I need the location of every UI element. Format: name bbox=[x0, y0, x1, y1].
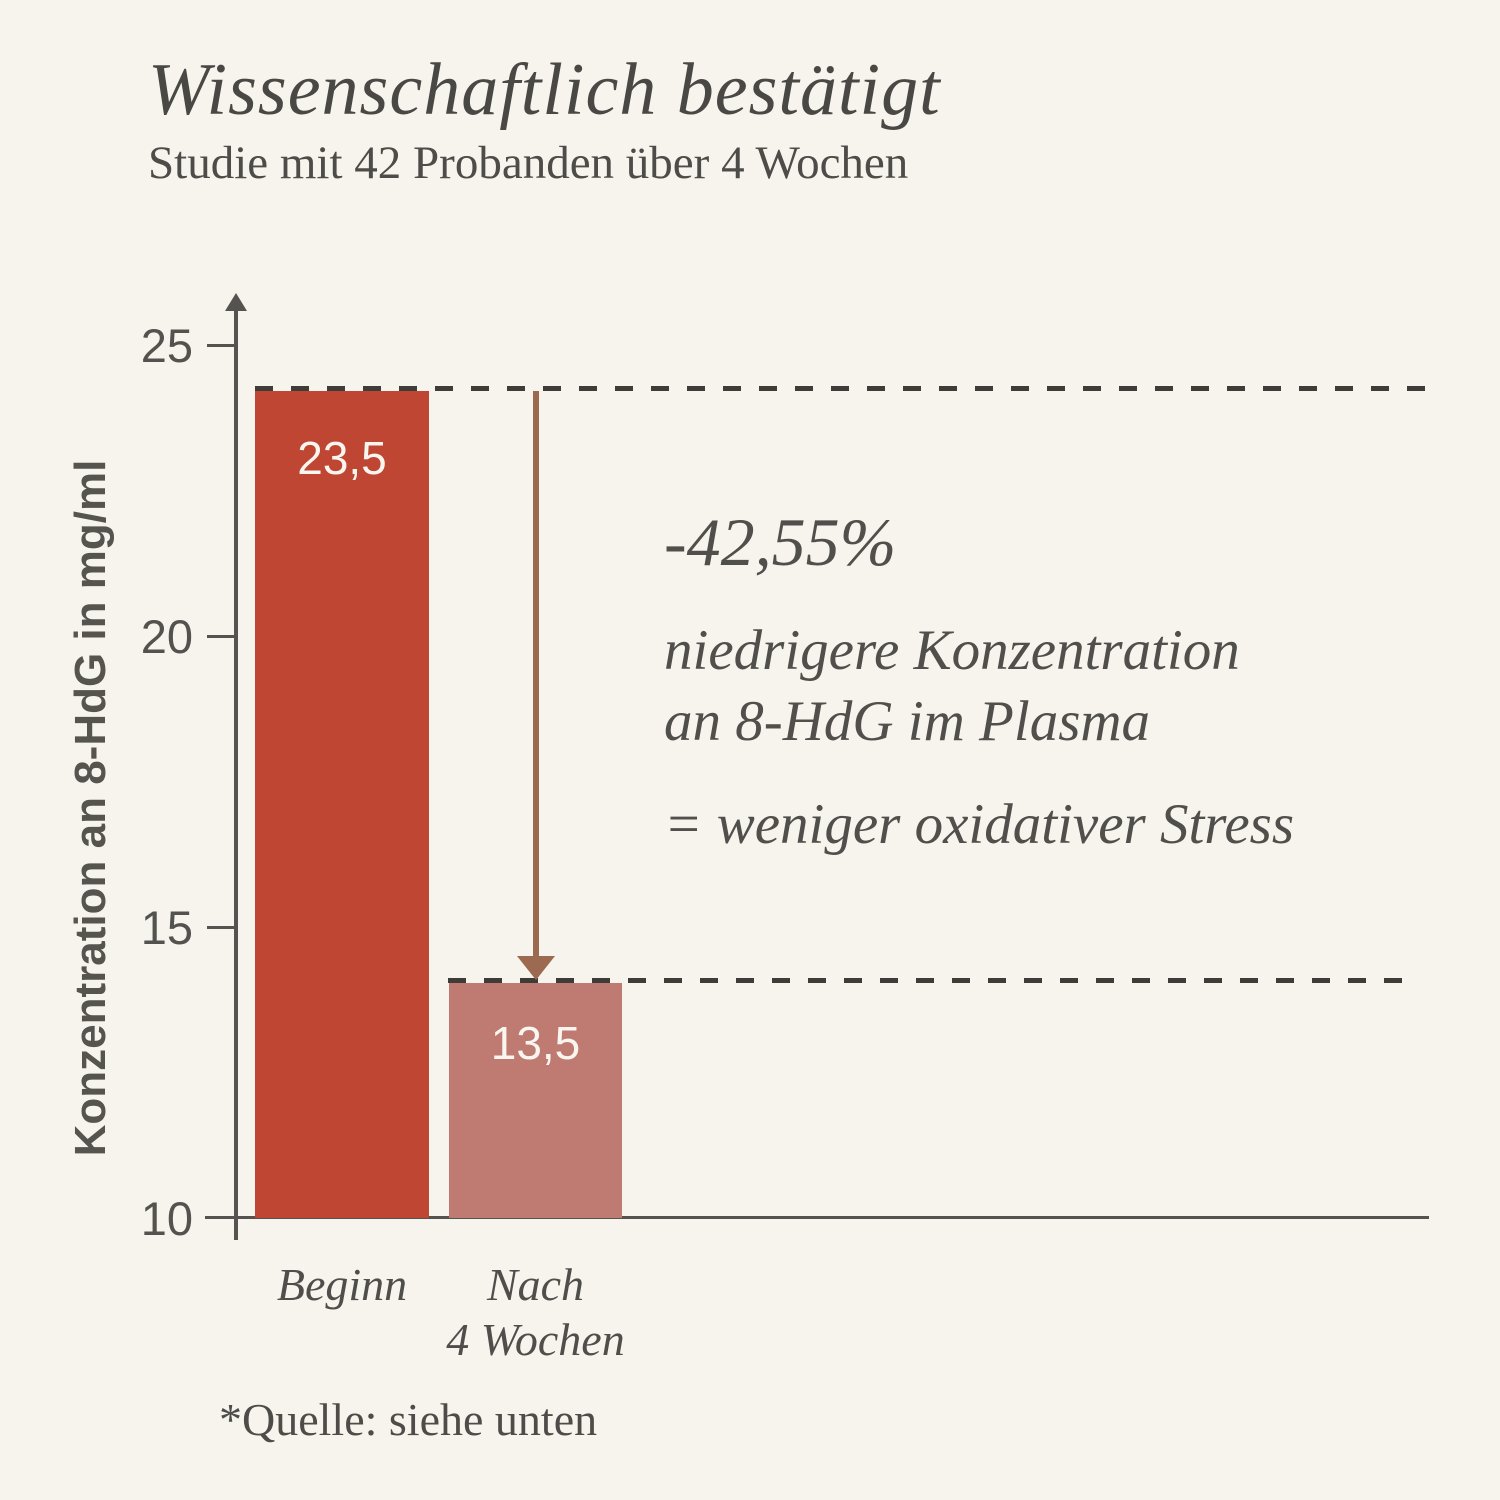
y-tick-label-20: 20 bbox=[140, 610, 193, 663]
bar-beginn-value-label: 23,5 bbox=[297, 432, 387, 484]
annotation-description-line2: an 8-HdG im Plasma bbox=[664, 690, 1151, 753]
bar-nach-4-wochen: 13,5 bbox=[449, 983, 622, 1218]
dashed-line-start-value bbox=[255, 386, 1437, 391]
annotation-percentage: -42,55% bbox=[664, 504, 897, 580]
y-tick-label-15: 15 bbox=[140, 901, 193, 954]
y-tick-mark-25 bbox=[207, 344, 236, 347]
y-axis-line bbox=[234, 302, 238, 1240]
annotation-conclusion: = weniger oxidativer Stress bbox=[664, 793, 1295, 856]
bar-nach-4-wochen-value-label: 13,5 bbox=[490, 1017, 581, 1069]
y-axis-title: Konzentration an 8-HdG in mg/ml bbox=[66, 459, 115, 1157]
page-title: Wissenschaftlich bestätigt bbox=[148, 49, 941, 131]
source-note: *Quelle: siehe unten bbox=[219, 1394, 598, 1445]
x-axis-line bbox=[205, 1216, 1429, 1219]
page-subtitle: Studie mit 42 Probanden über 4 Wochen bbox=[148, 137, 909, 189]
y-tick-mark-20 bbox=[207, 635, 236, 638]
y-tick-label-10: 10 bbox=[140, 1192, 193, 1245]
arrow-up-icon bbox=[225, 293, 247, 311]
y-tick-label-25: 25 bbox=[140, 319, 193, 372]
x-tick-label-beginn: Beginn bbox=[276, 1259, 408, 1310]
annotation-description: niedrigere Konzentration an 8-HdG im Pla… bbox=[664, 615, 1240, 757]
x-tick-label-nach-4-wochen: Nach 4 Wochen bbox=[409, 1257, 662, 1367]
arrow-down-icon bbox=[517, 956, 555, 980]
y-tick-mark-15 bbox=[207, 926, 236, 929]
decrease-arrow-shaft bbox=[533, 391, 539, 958]
x-tick-label-nach-line2: 4 Wochen bbox=[446, 1314, 625, 1365]
x-tick-label-nach-line1: Nach bbox=[486, 1259, 585, 1310]
bar-beginn: 23,5 bbox=[255, 391, 429, 1218]
annotation-description-line1: niedrigere Konzentration bbox=[664, 619, 1240, 682]
dashed-line-end-value bbox=[448, 978, 1417, 983]
